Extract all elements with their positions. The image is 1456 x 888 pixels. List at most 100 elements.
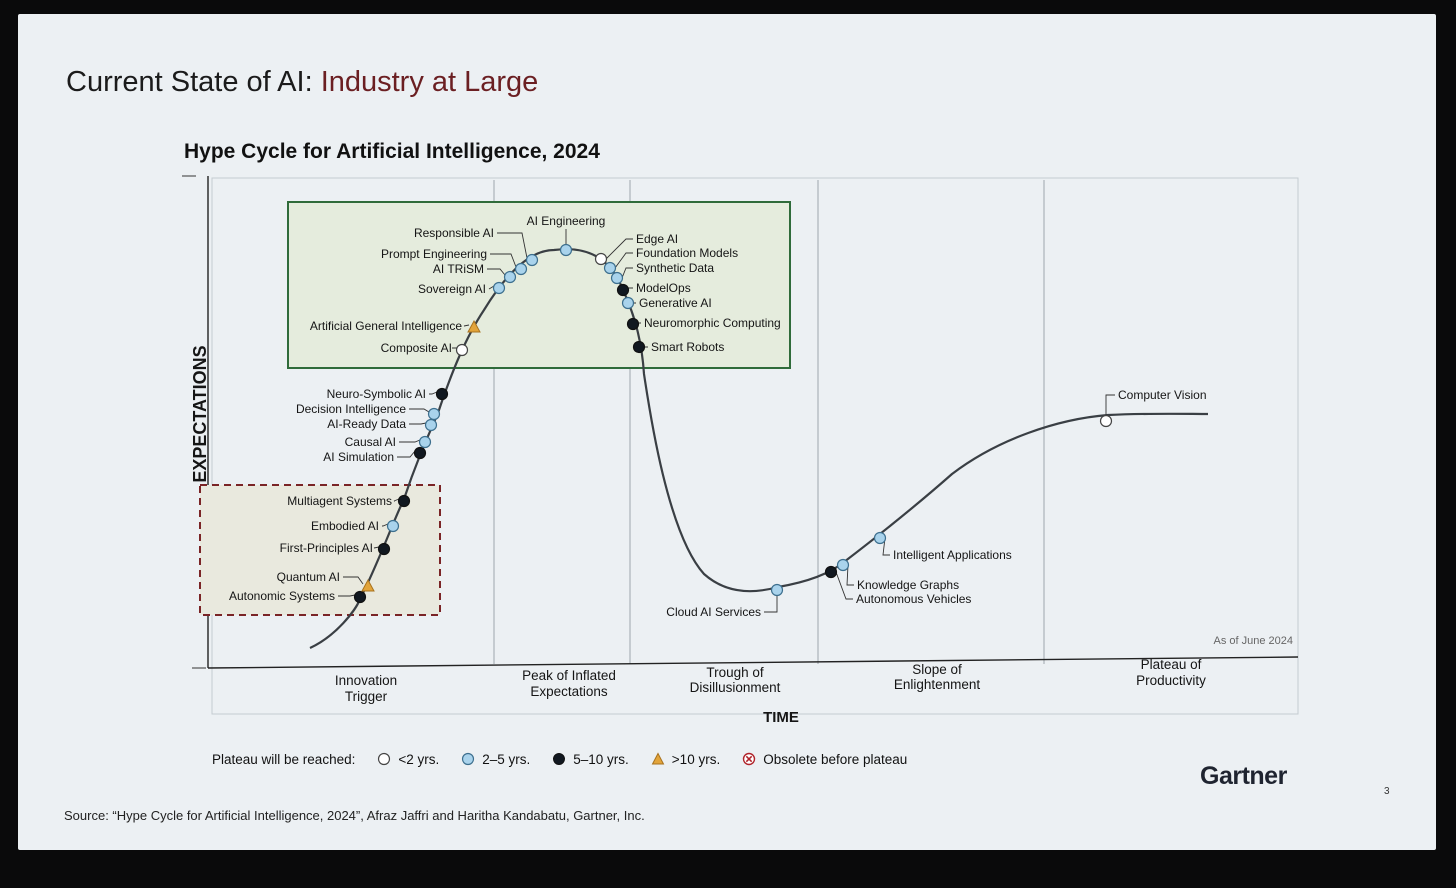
crossed-circle-icon <box>743 752 756 766</box>
tech-marker-circle <box>594 252 608 266</box>
tech-label: Composite AI <box>381 341 452 355</box>
tech-marker-circle <box>424 418 438 432</box>
tech-marker-circle <box>427 407 441 421</box>
phase-label-line2: Disillusionment <box>690 680 781 695</box>
leader-line <box>764 595 778 613</box>
as-of-note: As of June 2024 <box>1213 635 1293 647</box>
leader-line <box>397 450 416 458</box>
tech-label: AI Simulation <box>323 450 394 464</box>
tech-marker-circle <box>632 340 646 354</box>
legend-label: >10 yrs. <box>671 751 721 767</box>
leader-line <box>605 238 633 260</box>
plot-frame <box>211 177 1299 715</box>
slide-title: Current State of AI: Industry at Large <box>66 66 538 99</box>
tech-label: Generative AI <box>639 296 712 310</box>
legend-item-2-5: 2–5 yrs. <box>461 752 530 767</box>
phase-label-line1: Slope of <box>912 662 962 677</box>
leader-line <box>409 422 427 425</box>
phase-label-line2: Expectations <box>530 684 608 699</box>
phase-label-line1: Plateau of <box>1141 657 1202 672</box>
source-citation: Source: “Hype Cycle for Artificial Intel… <box>64 808 645 823</box>
legend-label: 5–10 yrs. <box>573 751 629 767</box>
y-axis-label: EXPECTATIONS <box>190 345 210 482</box>
tech-marker-circle <box>621 296 635 310</box>
leader-line <box>614 252 633 269</box>
tech-label: Sovereign AI <box>418 282 486 296</box>
tech-label: Edge AI <box>636 232 678 246</box>
orange-triangle-icon <box>651 752 665 765</box>
tech-label: Neuro-Symbolic AI <box>327 387 426 401</box>
tech-marker-circle <box>603 261 617 275</box>
tech-label: Causal AI <box>345 435 396 449</box>
tech-marker-circle <box>514 262 528 276</box>
leader-line <box>343 576 364 585</box>
tech-label: Artificial General Intelligence <box>310 319 462 333</box>
tech-marker-circle <box>435 387 449 401</box>
leader-line <box>399 439 421 443</box>
tech-label: Intelligent Applications <box>893 548 1012 562</box>
tech-label: ModelOps <box>636 281 691 295</box>
legend-item-5-10: 5–10 yrs. <box>552 752 629 767</box>
leader-line <box>429 391 438 395</box>
tech-label: Neuromorphic Computing <box>644 316 781 330</box>
legend-label: <2 yrs. <box>398 751 440 767</box>
leader-line <box>463 324 470 327</box>
phase-label-line2: Enlightenment <box>894 677 981 692</box>
tech-marker-circle <box>386 519 400 533</box>
phase-label-line1: Innovation <box>335 673 397 688</box>
tech-marker-circle <box>413 446 427 460</box>
tech-marker-circle <box>770 583 784 597</box>
leader-line <box>1105 394 1115 416</box>
legend-item-obsolete: Obsolete before plateau <box>742 752 907 767</box>
tech-marker-circle <box>455 343 469 357</box>
leader-line <box>621 267 633 279</box>
light-blue-circle-icon <box>462 752 475 766</box>
tech-marker-circle <box>1099 414 1113 428</box>
leader-line <box>393 498 400 502</box>
tech-label: Prompt Engineering <box>381 247 487 261</box>
leader-line <box>490 253 517 268</box>
phase-label-line2: Trigger <box>345 689 388 704</box>
tech-label: First-Principles AI <box>280 541 373 555</box>
legend-item-under-2: <2 yrs. <box>377 752 439 767</box>
leader-line <box>846 564 854 586</box>
peak-highlight-box <box>287 201 791 369</box>
tech-label: AI Engineering <box>527 214 606 228</box>
tech-marker-triangle <box>467 319 481 333</box>
page-number: 3 <box>1384 786 1390 797</box>
leader-line <box>409 408 430 413</box>
tech-label: Responsible AI <box>414 226 494 240</box>
phase-label-line1: Peak of Inflated <box>522 668 616 683</box>
tech-label: Cloud AI Services <box>666 605 761 619</box>
phase-label-line1: Trough of <box>706 665 764 680</box>
leader-line <box>487 268 506 276</box>
tech-label: Smart Robots <box>651 340 724 354</box>
tech-label: Embodied AI <box>311 519 379 533</box>
tech-label: Computer Vision <box>1118 388 1207 402</box>
leader-line <box>382 523 389 527</box>
tech-label: Decision Intelligence <box>296 402 406 416</box>
tech-marker-circle <box>824 565 838 579</box>
tech-marker-circle <box>377 542 391 556</box>
legend-item-over-10: >10 yrs. <box>651 752 720 767</box>
tech-marker-circle <box>525 253 539 267</box>
tech-marker-circle <box>397 494 411 508</box>
tech-label: Autonomic Systems <box>229 589 335 603</box>
tech-marker-circle <box>492 281 506 295</box>
tech-label: Autonomous Vehicles <box>856 592 971 606</box>
leader-line <box>882 537 890 556</box>
slide-title-prefix: Current State of AI: <box>66 66 321 98</box>
phase-label-line2: Productivity <box>1136 673 1206 688</box>
tech-marker-circle <box>626 317 640 331</box>
tech-marker-circle <box>873 531 887 545</box>
tech-marker-triangle <box>361 578 375 592</box>
tech-marker-circle <box>610 271 624 285</box>
tech-label: Foundation Models <box>636 246 738 260</box>
tech-label: Synthetic Data <box>636 261 714 275</box>
legend-label: 2–5 yrs. <box>482 751 531 767</box>
tech-label: Quantum AI <box>277 570 340 584</box>
hype-curve <box>309 248 1209 649</box>
tech-marker-circle <box>503 270 517 284</box>
tech-marker-circle <box>559 243 573 257</box>
